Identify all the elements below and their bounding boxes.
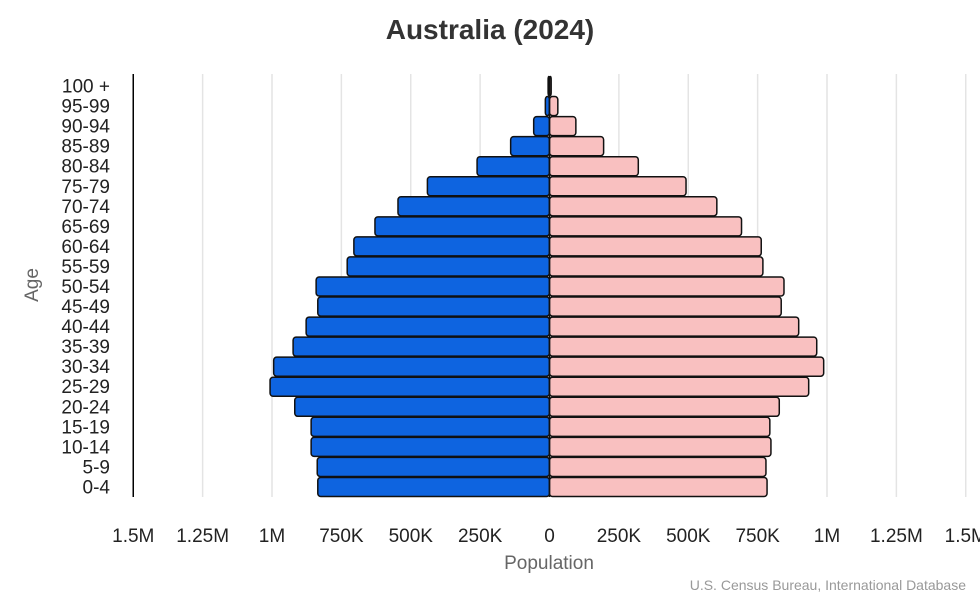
bar-left-5-9	[316, 456, 551, 478]
y-tick-label: 25-29	[61, 377, 110, 398]
bar-right-65-69	[548, 216, 743, 237]
bar-right-60-64	[548, 236, 762, 257]
y-tick-label: 95-99	[61, 97, 110, 118]
bar-right-15-19	[548, 416, 771, 438]
x-tick-label: 250K	[597, 526, 642, 547]
bar-right-50-54	[548, 276, 785, 297]
y-tick-label: 100 +	[62, 77, 110, 98]
x-tick-label: 0	[544, 526, 555, 547]
bar-right-5-9	[548, 456, 767, 478]
y-tick-label: 50-54	[61, 277, 110, 298]
bar-left-70-74	[397, 196, 551, 217]
bar-right-25-29	[548, 376, 810, 398]
y-tick-label: 55-59	[61, 257, 110, 278]
x-tick-label: 750K	[319, 526, 364, 547]
y-tick-label: 20-24	[61, 397, 110, 418]
x-tick-label: 1M	[814, 526, 840, 547]
y-tick-label: 30-34	[61, 357, 110, 378]
bar-right-80-84	[548, 155, 640, 177]
bar-left-60-64	[353, 236, 551, 257]
x-tick-label: 500K	[666, 526, 711, 547]
y-tick-label: 75-79	[61, 177, 110, 198]
bar-left-40-44	[305, 316, 551, 337]
bar-right-70-74	[548, 196, 718, 217]
y-tick-label: 80-84	[61, 157, 110, 178]
bar-right-20-24	[548, 396, 781, 418]
bar-right-35-39	[548, 336, 818, 357]
y-tick-label: 65-69	[61, 217, 110, 238]
x-tick-label: 750K	[735, 526, 780, 547]
x-tick-label: 1M	[259, 526, 285, 547]
bar-right-45-49	[548, 296, 782, 317]
bar-left-25-29	[269, 376, 551, 398]
bar-right-55-59	[548, 256, 764, 277]
x-tick-label: 1.25M	[870, 526, 923, 547]
bar-right-10-14	[548, 436, 772, 458]
bar-left-65-69	[374, 216, 551, 237]
y-tick-label: 85-89	[61, 137, 110, 158]
bar-left-0-4	[317, 476, 551, 498]
source-note: U.S. Census Bureau, International Databa…	[689, 577, 966, 593]
bar-left-45-49	[317, 296, 551, 317]
bar-right-30-34	[548, 356, 825, 377]
y-tick-label: 40-44	[61, 317, 110, 338]
bar-left-85-89	[509, 135, 551, 157]
bar-left-35-39	[292, 336, 551, 357]
bar-left-50-54	[315, 276, 551, 297]
bar-left-75-79	[426, 175, 551, 197]
bar-right-95-99	[548, 95, 559, 117]
bar-right-85-89	[548, 135, 605, 157]
bar-right-75-79	[548, 175, 687, 197]
x-tick-label: 1.5M	[112, 526, 154, 547]
x-tick-label: 1.25M	[176, 526, 229, 547]
bar-left-15-19	[310, 416, 551, 438]
bar-left-10-14	[310, 436, 551, 458]
bar-right-0-4	[548, 476, 768, 498]
x-axis-label: Population	[504, 553, 594, 574]
bar-left-90-94	[532, 115, 551, 137]
bar-left-20-24	[294, 396, 551, 418]
bar-left-55-59	[346, 256, 551, 277]
bar-right-40-44	[548, 316, 800, 337]
bar-left-30-34	[272, 356, 551, 377]
y-tick-label: 5-9	[83, 457, 110, 478]
x-tick-label: 1.5M	[945, 526, 980, 547]
y-tick-label: 15-19	[61, 417, 110, 438]
bar-right-90-94	[548, 115, 577, 137]
x-tick-label: 500K	[389, 526, 434, 547]
x-tick-label: 250K	[458, 526, 503, 547]
y-tick-label: 35-39	[61, 337, 110, 358]
bar-left-80-84	[476, 155, 551, 177]
y-tick-label: 10-14	[61, 437, 110, 458]
y-tick-label: 60-64	[61, 237, 110, 258]
y-tick-label: 70-74	[61, 197, 110, 218]
y-tick-label: 90-94	[61, 117, 110, 138]
y-tick-label: 45-49	[61, 297, 110, 318]
chart-title: Australia (2024)	[385, 14, 595, 45]
y-tick-label: 0-4	[83, 477, 111, 498]
